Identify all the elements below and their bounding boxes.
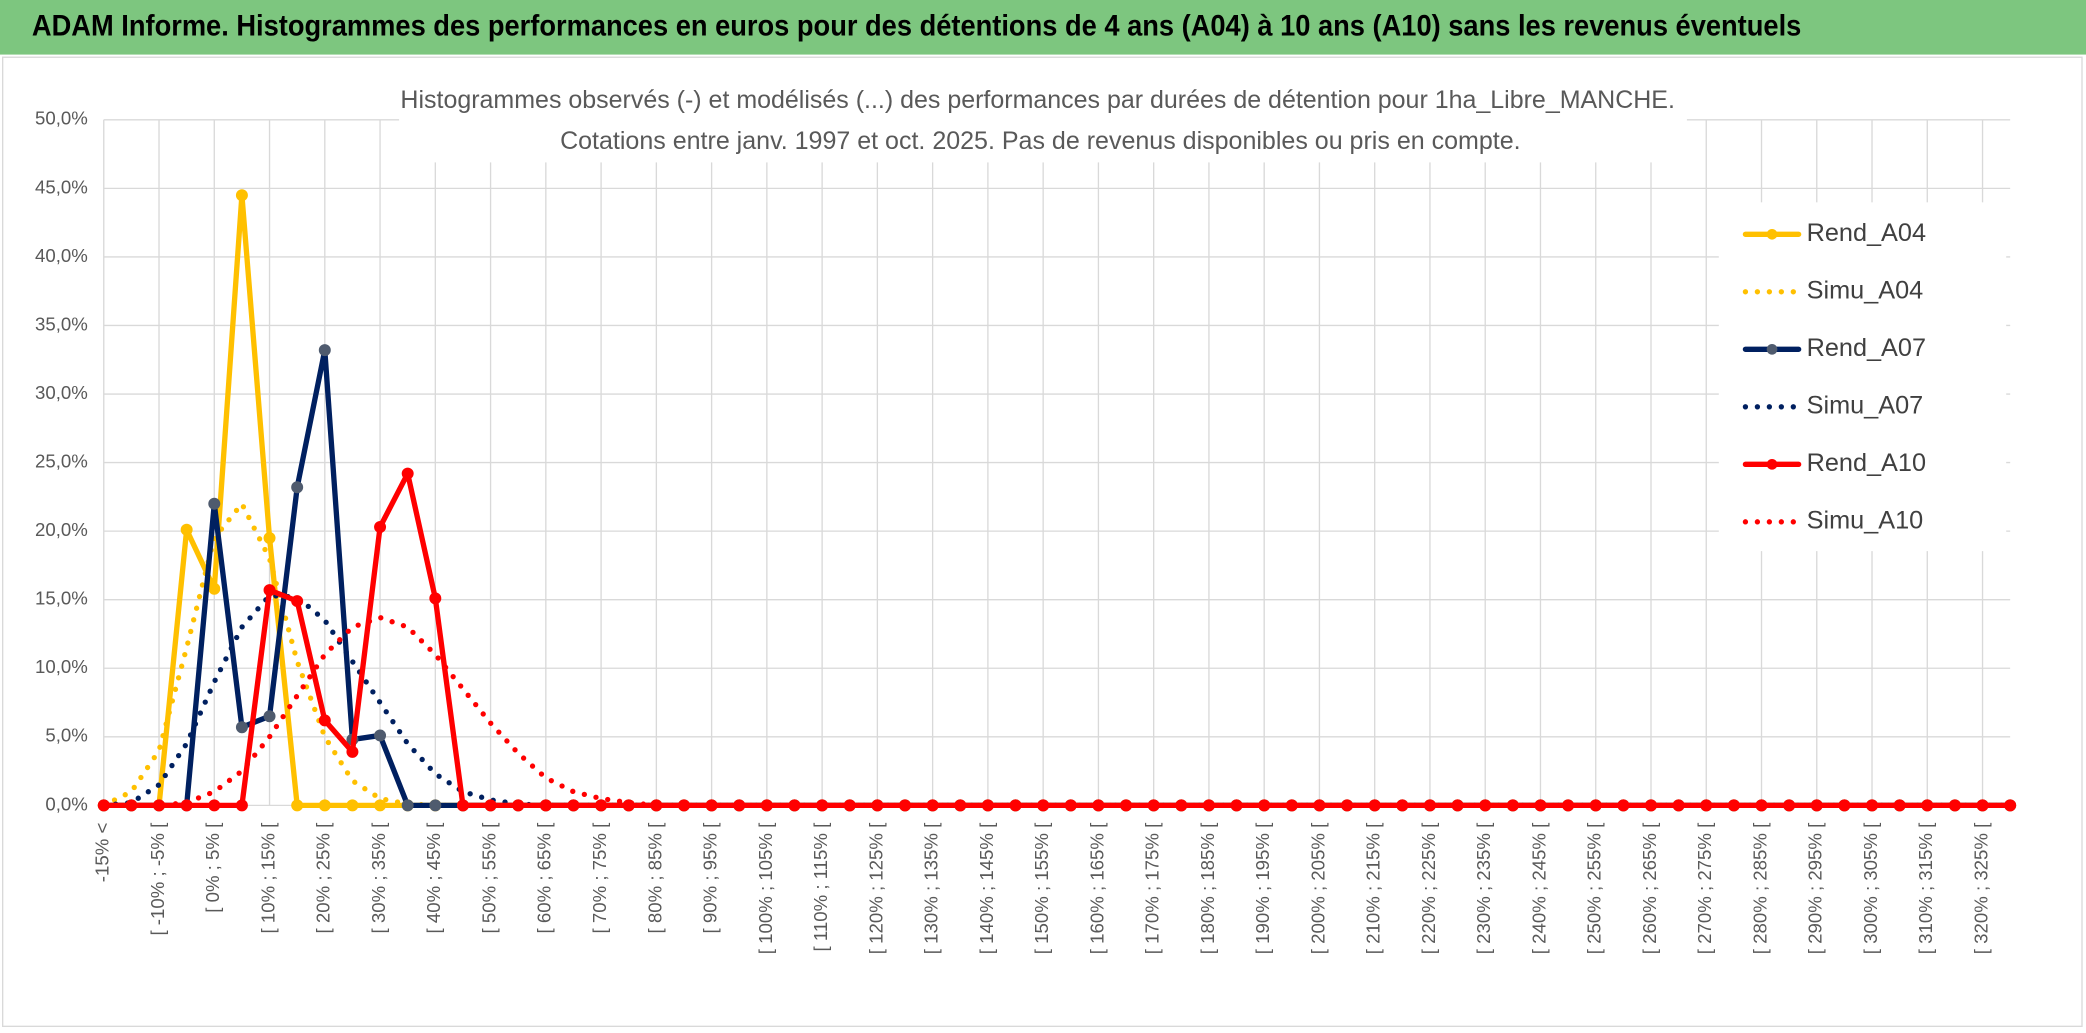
series-marker xyxy=(346,745,359,758)
legend-label: Rend_A07 xyxy=(1807,334,1926,362)
series-marker xyxy=(235,189,248,202)
legend-label: Simu_A10 xyxy=(1807,506,1924,534)
x-tick-label: [ 60% ; 65% [ xyxy=(534,822,555,934)
series-marker xyxy=(235,721,248,734)
series-marker xyxy=(429,592,442,605)
x-tick-label: [ -10% ; -5% [ xyxy=(147,822,168,936)
y-tick-label: 5,0% xyxy=(45,725,87,746)
plot-area: 0,0% 5,0% 10,0% 15,0% 20,0% 25,0% 30,0% 35,0% 40… xyxy=(35,108,2017,954)
y-tick-label: 50,0% xyxy=(35,108,88,129)
x-tick-label: [ 130% ; 135% [ xyxy=(921,822,942,954)
x-tick-label: [ 50% ; 55% [ xyxy=(478,822,499,934)
x-tick-label: [ 70% ; 75% [ xyxy=(589,822,610,934)
y-tick-label: 35,0% xyxy=(35,313,88,334)
x-tick-label: [ 220% ; 225% [ xyxy=(1418,822,1439,954)
series-marker xyxy=(263,710,276,723)
chart-subtitle: Cotations entre janv. 1997 et oct. 2025.… xyxy=(560,127,1521,155)
x-tick-label: [ 150% ; 155% [ xyxy=(1031,822,1052,954)
y-tick-label: 40,0% xyxy=(35,245,88,266)
y-tick-label: 20,0% xyxy=(35,519,88,540)
header-title: ADAM Informe. Histogrammes des performan… xyxy=(32,11,1801,43)
series-marker xyxy=(512,799,525,812)
x-tick-label: [ 190% ; 195% [ xyxy=(1252,822,1273,954)
series-marker xyxy=(539,799,552,812)
x-tick-label: -15% < xyxy=(92,823,113,883)
legend-marker xyxy=(1766,458,1778,470)
x-tick-label: [ 100% ; 105% [ xyxy=(755,822,776,954)
series-marker xyxy=(180,523,193,536)
x-tick-label: [ 120% ; 125% [ xyxy=(865,822,886,954)
x-tick-label: [ 290% ; 295% [ xyxy=(1805,822,1826,954)
x-tick-label: [ 260% ; 265% [ xyxy=(1639,822,1660,954)
x-tick-label: [ 180% ; 185% [ xyxy=(1197,822,1218,954)
x-tick-label: [ 170% ; 175% [ xyxy=(1142,822,1163,954)
y-tick-label: 10,0% xyxy=(35,656,88,677)
x-tick-label: [ 160% ; 165% [ xyxy=(1086,822,1107,954)
series-marker xyxy=(456,799,469,812)
series-marker xyxy=(346,799,359,812)
series-marker xyxy=(318,714,331,727)
legend-label: Rend_A10 xyxy=(1807,449,1926,477)
y-tick-label: 15,0% xyxy=(35,588,88,609)
legend-marker xyxy=(1766,228,1778,240)
series-marker xyxy=(318,344,331,357)
series-marker xyxy=(595,799,608,812)
x-tick-label: [ 310% ; 315% [ xyxy=(1915,822,1936,954)
series-line xyxy=(101,614,2013,809)
x-tick-label: [ 90% ; 95% [ xyxy=(700,822,721,934)
legend-label: Rend_A04 xyxy=(1807,219,1926,247)
x-tick-label: [ 80% ; 85% [ xyxy=(644,822,665,934)
series-marker xyxy=(374,521,387,534)
series-marker xyxy=(235,799,248,812)
title-backdrop xyxy=(399,82,1687,163)
series-marker xyxy=(484,799,497,812)
series-marker xyxy=(429,799,442,812)
series-marker xyxy=(567,799,580,812)
series-marker xyxy=(208,582,221,595)
chart-title: Histogrammes observés (-) et modélisés (… xyxy=(400,86,1674,114)
x-tick-label: [ 210% ; 215% [ xyxy=(1363,822,1384,954)
x-tick-label: [ 300% ; 305% [ xyxy=(1860,822,1881,954)
series-marker xyxy=(291,799,304,812)
y-tick-label: 0,0% xyxy=(45,793,87,814)
x-tick-label: [ 200% ; 205% [ xyxy=(1307,822,1328,954)
y-tick-label: 30,0% xyxy=(35,382,88,403)
legend-label: Simu_A07 xyxy=(1807,391,1924,419)
x-tick-label: [ 0% ; 5% [ xyxy=(202,822,223,913)
x-tick-label: [ 250% ; 255% [ xyxy=(1584,822,1605,954)
series-marker xyxy=(263,532,276,544)
series-marker xyxy=(208,497,221,510)
y-tick-label: 45,0% xyxy=(35,176,88,197)
x-tick-label: [ 270% ; 275% [ xyxy=(1694,822,1715,954)
x-tick-label: [ 140% ; 145% [ xyxy=(976,822,997,954)
series-marker xyxy=(401,467,414,480)
series-marker xyxy=(263,584,276,597)
legend-marker xyxy=(1766,343,1778,355)
x-tick-label: [ 20% ; 25% [ xyxy=(313,822,334,934)
series-marker xyxy=(291,481,304,494)
x-tick-label: [ 10% ; 15% [ xyxy=(257,822,278,934)
series-line xyxy=(101,470,2013,809)
series-marker xyxy=(374,799,387,812)
header-bar xyxy=(0,0,2086,55)
x-tick-label: [ 30% ; 35% [ xyxy=(368,822,389,934)
x-tick-label: [ 320% ; 325% [ xyxy=(1970,822,1991,954)
legend-label: Simu_A04 xyxy=(1807,276,1924,304)
series-marker xyxy=(291,595,304,608)
legend-box xyxy=(1718,202,2007,552)
y-tick-label: 25,0% xyxy=(35,451,88,472)
series-marker xyxy=(374,729,387,742)
x-tick-label: [ 280% ; 285% [ xyxy=(1749,822,1770,954)
x-tick-label: [ 230% ; 235% [ xyxy=(1473,822,1494,954)
series-marker xyxy=(318,799,331,812)
series-marker xyxy=(208,799,221,812)
x-tick-label: [ 110% ; 115% [ xyxy=(810,822,831,952)
series-marker xyxy=(401,799,414,812)
x-tick-label: [ 240% ; 245% [ xyxy=(1528,822,1549,954)
x-tick-label: [ 40% ; 45% [ xyxy=(423,822,444,934)
